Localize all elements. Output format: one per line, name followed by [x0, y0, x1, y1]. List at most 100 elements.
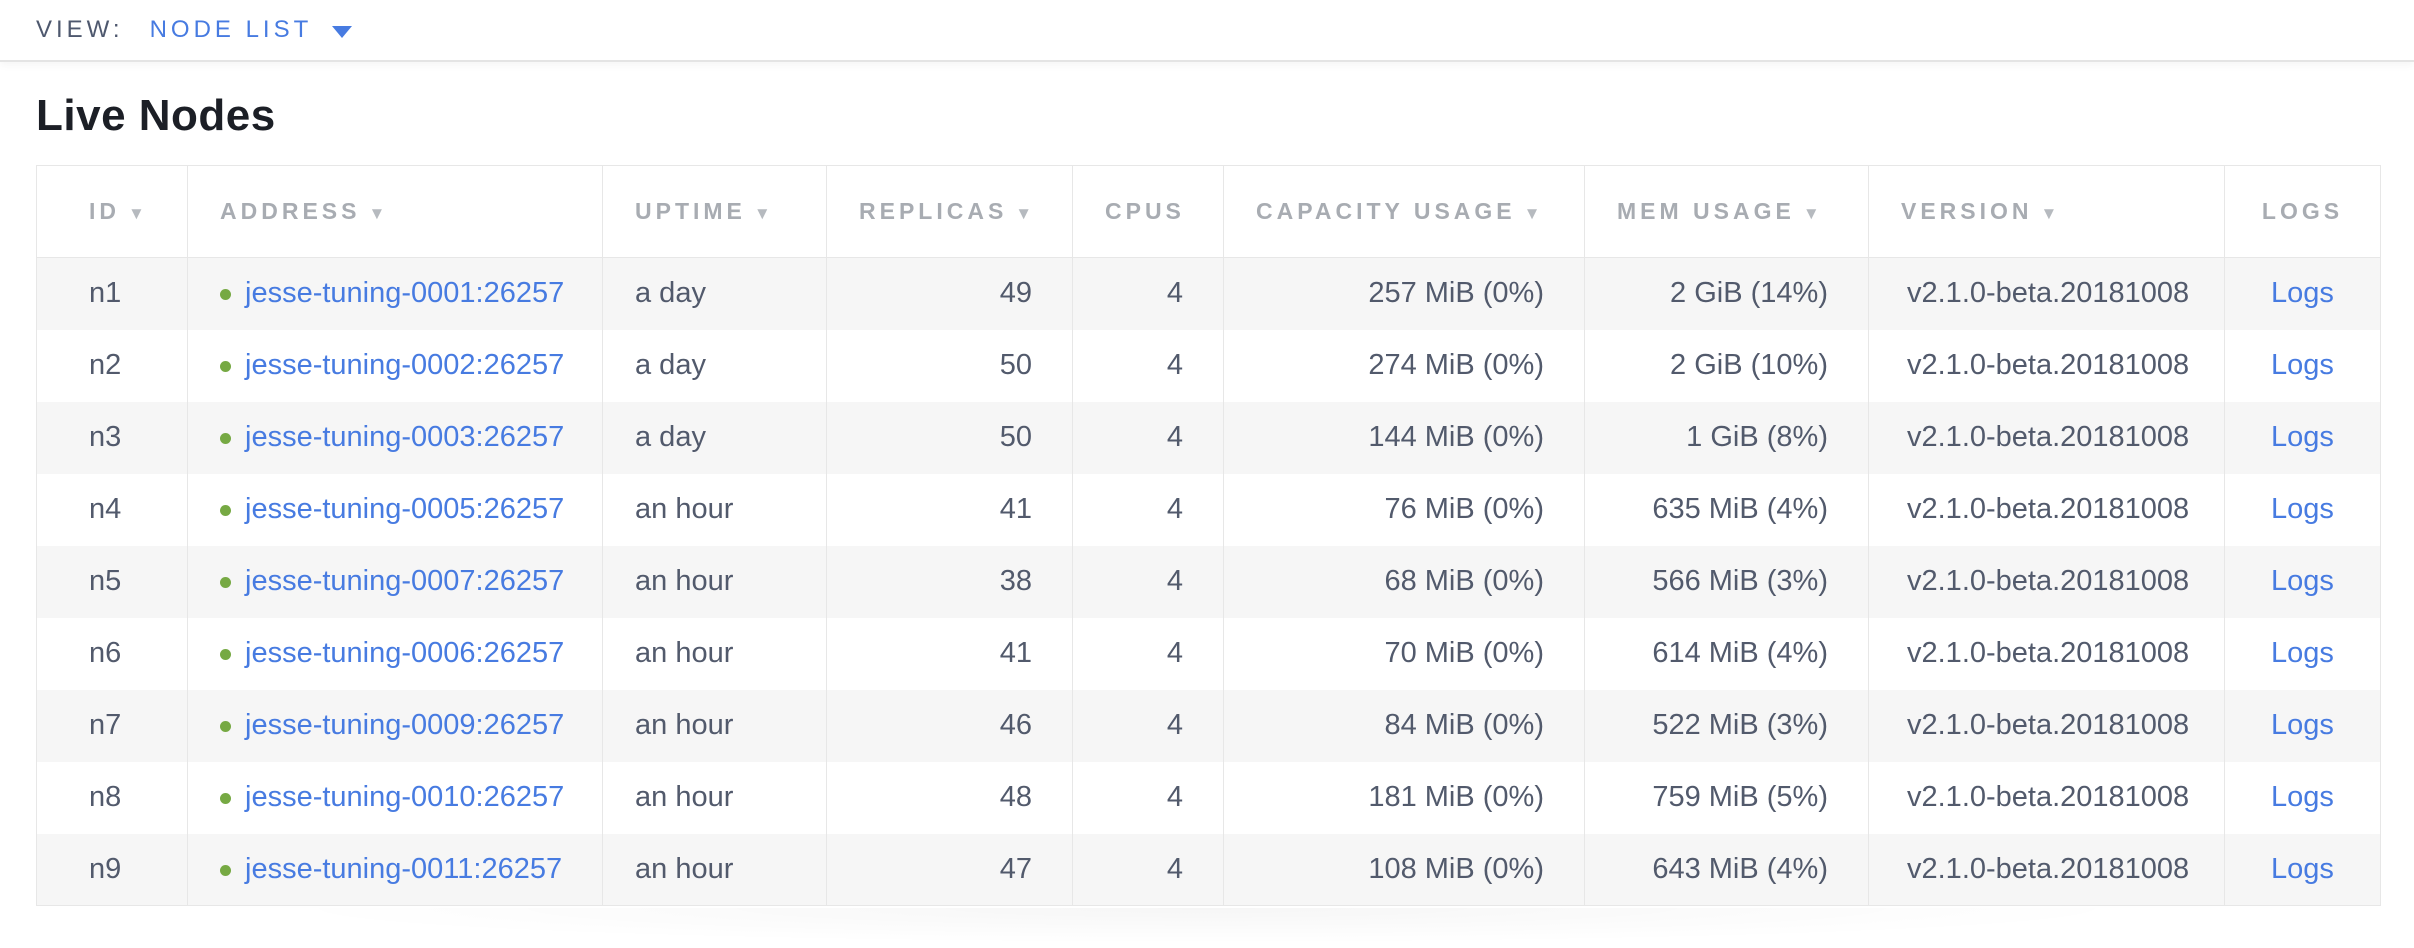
node-logs-cell: Logs: [2224, 761, 2381, 834]
node-id-cell: n6: [36, 617, 188, 690]
view-selected-value[interactable]: NODE LIST: [149, 16, 313, 43]
node-status-dot: [220, 361, 231, 372]
logs-link[interactable]: Logs: [2271, 852, 2334, 885]
node-status-dot: [220, 649, 231, 660]
caret-down-icon: [332, 25, 353, 38]
column-header-mem-usage[interactable]: MEM USAGE ▼: [1584, 165, 1869, 258]
node-address-link[interactable]: jesse-tuning-0011:26257: [245, 852, 563, 885]
node-capacity-usage-cell: 84 MiB (0%): [1223, 689, 1585, 762]
node-status-dot: [220, 793, 231, 804]
table-row: n8 jesse-tuning-0010:26257 an hour 48 4 …: [36, 761, 2381, 834]
node-address-link[interactable]: jesse-tuning-0002:26257: [245, 349, 565, 381]
node-version-cell: v2.1.0-beta.20181008: [1868, 401, 2225, 474]
page-title: Live Nodes: [36, 91, 276, 140]
node-version-cell: v2.1.0-beta.20181008: [1868, 257, 2225, 330]
node-address-link[interactable]: jesse-tuning-0009:26257: [245, 709, 565, 741]
node-address-link[interactable]: jesse-tuning-0001:26257: [245, 277, 565, 310]
logs-link[interactable]: Logs: [2271, 493, 2334, 525]
node-logs-cell: Logs: [2224, 257, 2381, 330]
node-address-link[interactable]: jesse-tuning-0007:26257: [245, 565, 565, 597]
column-header-version[interactable]: VERSION ▼: [1868, 165, 2225, 258]
view-select-dropdown[interactable]: NODE LIST: [150, 16, 353, 44]
sort-desc-icon: ▼: [1015, 204, 1037, 223]
view-label: VIEW:: [36, 16, 124, 43]
node-replicas-cell: 50: [826, 329, 1073, 402]
table-row: n7 jesse-tuning-0009:26257 an hour 46 4 …: [36, 689, 2381, 762]
node-version-cell: v2.1.0-beta.20181008: [1868, 761, 2225, 834]
node-status-dot: [220, 721, 231, 732]
node-status-dot: [220, 289, 231, 301]
node-uptime-cell: an hour: [602, 617, 827, 690]
node-address-link[interactable]: jesse-tuning-0005:26257: [245, 493, 565, 525]
column-header-replicas[interactable]: REPLICAS ▼: [826, 165, 1073, 258]
node-uptime-cell: a day: [602, 257, 827, 330]
logs-link[interactable]: Logs: [2271, 277, 2334, 310]
column-header-address[interactable]: ADDRESS ▼: [187, 165, 603, 258]
node-version-cell: v2.1.0-beta.20181008: [1868, 545, 2225, 618]
logs-link[interactable]: Logs: [2271, 565, 2334, 597]
sort-desc-icon: ▼: [2040, 204, 2062, 223]
node-address-cell: jesse-tuning-0001:26257: [187, 257, 603, 330]
node-address-cell: jesse-tuning-0006:26257: [187, 617, 603, 690]
node-id-cell: n2: [36, 329, 188, 402]
sort-desc-icon: ▼: [1802, 204, 1824, 223]
sort-desc-icon: ▼: [753, 204, 775, 223]
node-id-cell: n9: [36, 833, 188, 906]
node-logs-cell: Logs: [2224, 401, 2381, 474]
table-row: n1 jesse-tuning-0001:26257 a day 49 4 25…: [36, 257, 2381, 330]
node-mem-usage-cell: 2 GiB (14%): [1584, 257, 1869, 330]
node-replicas-cell: 49: [826, 257, 1073, 330]
logs-link[interactable]: Logs: [2271, 709, 2334, 741]
node-mem-usage-cell: 1 GiB (8%): [1584, 401, 1869, 474]
node-status-dot: [220, 864, 231, 876]
node-capacity-usage-cell: 181 MiB (0%): [1223, 761, 1585, 834]
column-header-id[interactable]: ID ▼: [36, 165, 188, 258]
sort-desc-icon: ▼: [1523, 204, 1545, 223]
node-logs-cell: Logs: [2224, 545, 2381, 618]
view-bar: VIEW: NODE LIST: [0, 0, 2414, 62]
node-replicas-cell: 38: [826, 545, 1073, 618]
node-address-link[interactable]: jesse-tuning-0006:26257: [245, 637, 565, 669]
node-cpus-cell: 4: [1072, 401, 1224, 474]
node-version-cell: v2.1.0-beta.20181008: [1868, 833, 2225, 906]
node-cpus-cell: 4: [1072, 545, 1224, 618]
live-nodes-table: ID ▼ ADDRESS ▼ UPTIME ▼ REPLICAS ▼ CPUS CAPA…: [36, 165, 2381, 906]
node-version-cell: v2.1.0-beta.20181008: [1868, 473, 2225, 546]
node-logs-cell: Logs: [2224, 689, 2381, 762]
node-uptime-cell: an hour: [602, 473, 827, 546]
table-row: n3 jesse-tuning-0003:26257 a day 50 4 14…: [36, 401, 2381, 474]
node-logs-cell: Logs: [2224, 833, 2381, 906]
node-mem-usage-cell: 2 GiB (10%): [1584, 329, 1869, 402]
sort-desc-icon: ▼: [368, 204, 390, 223]
node-id-cell: n4: [36, 473, 188, 546]
node-status-dot: [220, 505, 231, 516]
node-address-cell: jesse-tuning-0002:26257: [187, 329, 603, 402]
node-cpus-cell: 4: [1072, 761, 1224, 834]
logs-link[interactable]: Logs: [2271, 421, 2334, 453]
logs-link[interactable]: Logs: [2271, 349, 2334, 381]
node-mem-usage-cell: 614 MiB (4%): [1584, 617, 1869, 690]
node-version-cell: v2.1.0-beta.20181008: [1868, 689, 2225, 762]
node-address-link[interactable]: jesse-tuning-0010:26257: [245, 781, 565, 813]
page-content: Live Nodes ID ▼ ADDRESS ▼ UPTIME ▼ REPLICAS…: [0, 90, 2414, 944]
node-capacity-usage-cell: 68 MiB (0%): [1223, 545, 1585, 618]
node-mem-usage-cell: 522 MiB (3%): [1584, 689, 1869, 762]
node-cpus-cell: 4: [1072, 257, 1224, 330]
node-cpus-cell: 4: [1072, 329, 1224, 402]
node-id-cell: n5: [36, 545, 188, 618]
node-replicas-cell: 50: [826, 401, 1073, 474]
bottom-fade: [257, 908, 2157, 944]
table-row: n9 jesse-tuning-0011:26257 an hour 47 4 …: [36, 833, 2381, 906]
node-address-cell: jesse-tuning-0011:26257: [187, 833, 603, 906]
node-mem-usage-cell: 643 MiB (4%): [1584, 833, 1869, 906]
node-address-link[interactable]: jesse-tuning-0003:26257: [245, 421, 565, 453]
node-replicas-cell: 47: [826, 833, 1073, 906]
logs-link[interactable]: Logs: [2271, 781, 2334, 813]
node-address-cell: jesse-tuning-0010:26257: [187, 761, 603, 834]
column-header-uptime[interactable]: UPTIME ▼: [602, 165, 827, 258]
table-row: n6 jesse-tuning-0006:26257 an hour 41 4 …: [36, 617, 2381, 690]
node-cpus-cell: 4: [1072, 473, 1224, 546]
node-logs-cell: Logs: [2224, 473, 2381, 546]
column-header-capacity-usage[interactable]: CAPACITY USAGE ▼: [1223, 165, 1585, 258]
logs-link[interactable]: Logs: [2271, 637, 2334, 669]
